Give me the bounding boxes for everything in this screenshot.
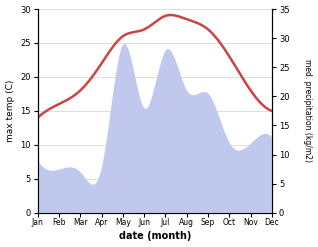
Y-axis label: max temp (C): max temp (C): [5, 80, 15, 142]
X-axis label: date (month): date (month): [119, 231, 191, 242]
Y-axis label: med. precipitation (kg/m2): med. precipitation (kg/m2): [303, 59, 313, 162]
